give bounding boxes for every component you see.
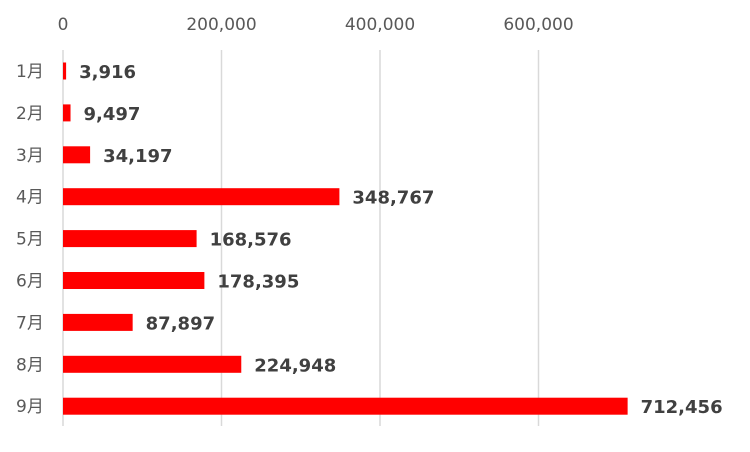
bar — [63, 104, 71, 122]
category-label: 7月 — [16, 313, 44, 333]
bar — [63, 188, 340, 206]
category-label: 6月 — [16, 272, 44, 292]
data-label: 87,897 — [146, 313, 215, 334]
data-label: 9,497 — [84, 104, 141, 125]
category-label: 9月 — [16, 397, 44, 417]
data-label: 178,395 — [217, 272, 299, 293]
bar — [63, 230, 197, 248]
bars — [63, 62, 628, 415]
category-label: 8月 — [16, 355, 44, 375]
bar — [63, 355, 242, 373]
data-labels: 3,916 9,497 34,197 348,767 168,576 178,39587,… — [79, 62, 723, 418]
x-tick-label: 200,000 — [186, 15, 256, 35]
bar — [63, 397, 628, 415]
data-label: 34,197 — [103, 146, 172, 167]
data-label: 712,456 — [641, 397, 723, 418]
category-label: 2月 — [16, 104, 44, 124]
category-labels: 1月 2月 3月 4月 5月 6月 7月 8月 9月 — [16, 62, 44, 417]
data-label: 348,767 — [352, 188, 434, 209]
category-label: 1月 — [16, 62, 44, 82]
x-tick-label: 600,000 — [503, 15, 573, 35]
data-label: 224,948 — [254, 355, 336, 376]
data-label: 3,916 — [79, 62, 136, 83]
category-label: 3月 — [16, 146, 44, 166]
category-label: 5月 — [16, 230, 44, 250]
bar — [63, 146, 91, 164]
x-axis-ticks: 0 200,000 400,000 600,000 — [58, 15, 574, 35]
category-label: 4月 — [16, 188, 44, 208]
bar — [63, 313, 133, 331]
data-label: 168,576 — [210, 230, 292, 251]
bar — [63, 62, 67, 80]
x-tick-label: 400,000 — [345, 15, 415, 35]
bar — [63, 272, 205, 289]
x-tick-label: 0 — [58, 15, 69, 35]
